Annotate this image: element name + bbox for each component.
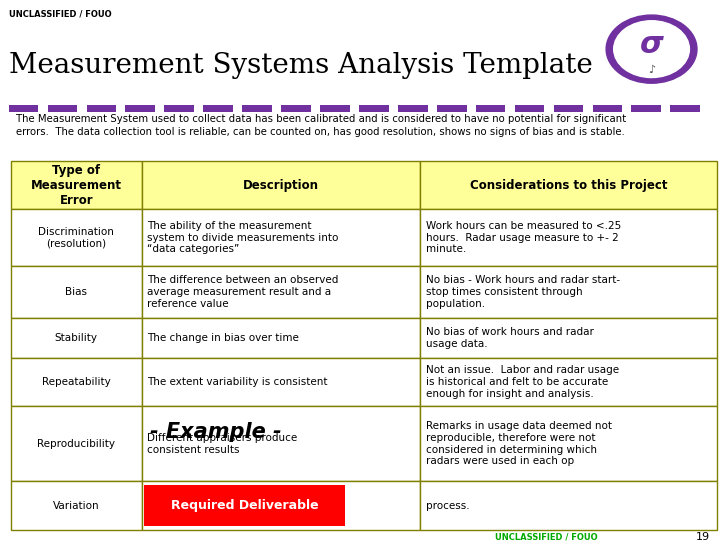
Text: Stability: Stability: [55, 333, 98, 343]
Bar: [593, 105, 622, 112]
Text: Variation: Variation: [53, 501, 100, 511]
Text: The Measurement System used to collect data has been calibrated and is considere: The Measurement System used to collect d…: [16, 114, 626, 136]
Text: Description: Description: [243, 179, 319, 192]
Bar: [476, 105, 505, 112]
Text: Repeatability: Repeatability: [42, 377, 111, 387]
Bar: [125, 105, 155, 112]
Bar: [9, 105, 39, 112]
Text: The difference between parts: The difference between parts: [147, 501, 301, 511]
Text: Work hours can be measured to <.25
hours.  Radar usage measure to +- 2
minute.: Work hours can be measured to <.25 hours…: [427, 221, 622, 254]
Text: σ: σ: [640, 31, 663, 60]
Text: Discrimination
(resolution): Discrimination (resolution): [39, 227, 114, 248]
Text: No bias of work hours and radar
usage data.: No bias of work hours and radar usage da…: [427, 327, 594, 349]
Text: UNCLASSIFIED / FOUO: UNCLASSIFIED / FOUO: [9, 10, 111, 19]
Text: Bias: Bias: [66, 287, 87, 297]
Bar: [631, 105, 661, 112]
Bar: [87, 105, 116, 112]
Bar: [359, 105, 389, 112]
Text: The difference between an observed
average measurement result and a
reference va: The difference between an observed avera…: [147, 275, 339, 308]
Bar: [281, 105, 311, 112]
Text: Considerations to this Project: Considerations to this Project: [470, 179, 668, 192]
Bar: [398, 105, 427, 112]
Text: - Example -: - Example -: [150, 422, 282, 442]
Text: UNCLASSIFIED / FOUO: UNCLASSIFIED / FOUO: [495, 533, 598, 542]
Text: The ability of the measurement
system to divide measurements into
“data categori: The ability of the measurement system to…: [147, 221, 339, 254]
Text: Type of
Measurement
Error: Type of Measurement Error: [31, 164, 122, 206]
Text: The change in bias over time: The change in bias over time: [147, 333, 299, 343]
Text: No bias - Work hours and radar start-
stop times consistent through
population.: No bias - Work hours and radar start- st…: [427, 275, 620, 308]
Bar: [242, 105, 272, 112]
Text: process.: process.: [427, 501, 470, 511]
Bar: [553, 105, 583, 112]
Bar: [320, 105, 350, 112]
Text: Required Deliverable: Required Deliverable: [171, 499, 319, 512]
Circle shape: [606, 15, 697, 83]
Text: Measurement Systems Analysis Template: Measurement Systems Analysis Template: [9, 52, 593, 79]
Text: Not an issue.  Labor and radar usage
is historical and felt to be accurate
enoug: Not an issue. Labor and radar usage is h…: [427, 365, 620, 399]
Bar: [670, 105, 700, 112]
Text: Remarks in usage data deemed not
reproducible, therefore were not
considered in : Remarks in usage data deemed not reprodu…: [427, 422, 612, 466]
Text: 19: 19: [696, 532, 710, 542]
Circle shape: [614, 21, 689, 78]
Text: Reproducibility: Reproducibility: [37, 439, 115, 449]
Bar: [47, 105, 77, 112]
Bar: [203, 105, 233, 112]
Text: ♪: ♪: [648, 66, 655, 75]
Text: Different appraisers produce
consistent results: Different appraisers produce consistent …: [147, 433, 298, 455]
Bar: [165, 105, 194, 112]
Text: The extent variability is consistent: The extent variability is consistent: [147, 377, 328, 387]
Bar: [515, 105, 545, 112]
Bar: [437, 105, 467, 112]
